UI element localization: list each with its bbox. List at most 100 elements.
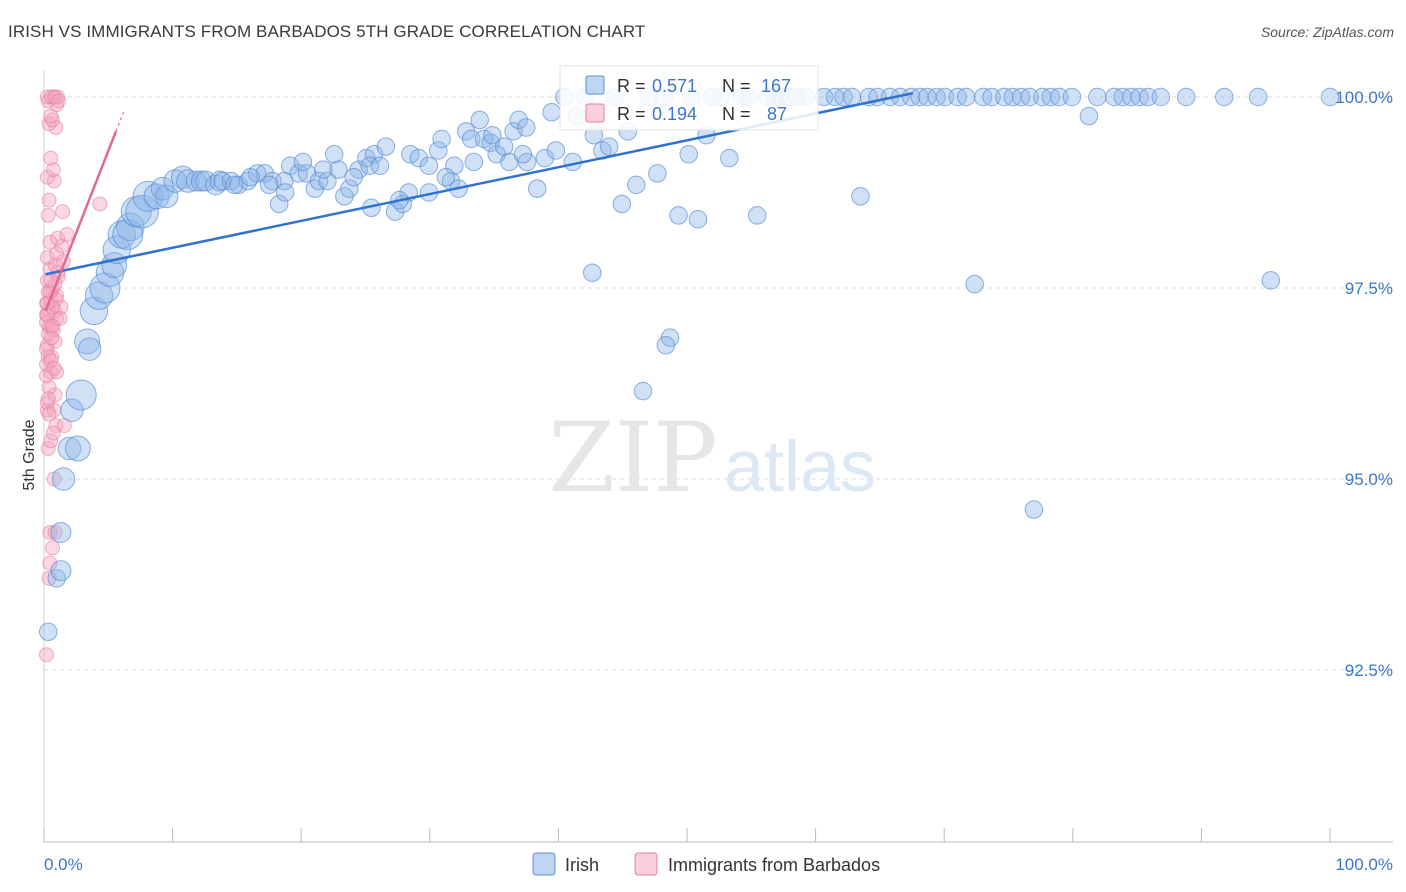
barbados-point	[46, 360, 62, 376]
barbados-point	[39, 249, 55, 265]
watermark-zip: ZIP	[548, 402, 717, 514]
irish-point	[535, 148, 555, 168]
x-axis-ticks	[43, 828, 1331, 842]
y-tick-label: 97.5%	[1345, 279, 1393, 298]
barbados-point	[42, 234, 58, 250]
irish-point	[79, 296, 109, 326]
irish-point	[150, 176, 175, 201]
barbados-trend-extension	[115, 112, 125, 132]
source-label: Source: ZipAtlas.com	[1260, 24, 1394, 40]
chart-title: IRISH VS IMMIGRANTS FROM BARBADOS 5TH GR…	[8, 22, 646, 41]
irish-point	[464, 152, 484, 172]
irish-point	[125, 194, 159, 229]
y-tick-label: 100.0%	[1335, 88, 1393, 107]
irish-point	[344, 167, 363, 187]
legend-swatch-barbados	[585, 103, 605, 123]
irish-point	[229, 175, 248, 195]
irish-point	[910, 87, 929, 107]
irish-point	[656, 336, 676, 355]
irish-point	[74, 328, 101, 355]
y-axis-tick-labels: 92.5% 95.0% 97.5% 100.0%	[1335, 88, 1393, 680]
irish-point	[275, 183, 295, 202]
barbados-point	[42, 555, 58, 571]
irish-point	[1050, 87, 1069, 107]
irish-point	[370, 156, 390, 176]
irish-point	[385, 202, 405, 221]
irish-point	[1020, 87, 1039, 107]
irish-point	[419, 156, 439, 176]
irish-point	[842, 87, 862, 107]
irish-point	[965, 274, 984, 294]
irish-point	[483, 125, 502, 145]
irish-point	[1320, 87, 1340, 107]
irish-point	[329, 160, 348, 179]
barbados-point	[41, 570, 57, 586]
barbados-point	[92, 196, 108, 212]
x-tick-label-min: 0.0%	[44, 855, 83, 874]
y-tick-label: 95.0%	[1345, 470, 1393, 489]
irish-point	[436, 167, 456, 187]
irish-point	[409, 148, 429, 168]
bottom-legend-label-barbados: Immigrants from Barbados	[668, 855, 880, 875]
irish-point	[269, 194, 289, 214]
legend-r-value-irish: 0.571	[652, 76, 697, 96]
irish-point	[51, 467, 76, 491]
legend-r-value-barbados: 0.194	[652, 104, 697, 124]
irish-point	[1214, 87, 1234, 107]
legend-n-label-irish: N =	[722, 76, 751, 96]
irish-point	[688, 209, 708, 229]
barbados-point	[44, 540, 60, 556]
irish-point	[65, 379, 97, 411]
irish-point	[360, 156, 379, 176]
legend-n-value-barbados: 87	[767, 104, 787, 124]
irish-point	[679, 145, 698, 164]
barbados-point	[45, 162, 61, 178]
irish-point	[318, 171, 337, 191]
irish-point	[64, 435, 91, 462]
barbados-point	[39, 89, 55, 105]
barbados-point	[49, 246, 65, 262]
irish-point	[1261, 271, 1281, 290]
irish-point	[1079, 106, 1099, 126]
irish-point	[546, 141, 566, 160]
irish-point	[982, 87, 1001, 107]
barbados-trend-line	[44, 130, 118, 312]
watermark: ZIP atlas	[548, 402, 876, 514]
barbados-point	[55, 204, 71, 220]
irish-point	[1176, 87, 1196, 107]
irish-point	[648, 164, 667, 183]
irish-point	[340, 179, 359, 198]
irish-point	[462, 129, 481, 149]
barbados-point	[50, 93, 66, 109]
irish-point	[851, 187, 870, 206]
irish-point	[255, 164, 275, 183]
irish-point	[259, 175, 279, 195]
irish-point	[956, 87, 976, 107]
barbados-point	[59, 227, 75, 243]
irish-series-points	[38, 87, 1340, 642]
irish-point	[747, 206, 767, 225]
barbados-point	[40, 207, 56, 223]
irish-point	[364, 145, 384, 164]
irish-point	[542, 103, 561, 122]
irish-point	[470, 110, 489, 130]
irish-point	[720, 148, 739, 168]
bottom-legend-label-irish: Irish	[565, 855, 599, 875]
irish-point	[102, 235, 132, 265]
irish-point	[1088, 87, 1107, 107]
irish-point	[154, 184, 179, 209]
barbados-point	[40, 391, 56, 407]
barbados-point	[42, 524, 58, 540]
y-tick-label: 92.5%	[1345, 661, 1393, 680]
bottom-legend-swatch-barbados	[634, 852, 658, 876]
irish-point	[50, 560, 72, 582]
irish-point	[1062, 87, 1082, 107]
irish-point	[509, 110, 528, 130]
irish-point	[1248, 87, 1268, 107]
irish-point	[1138, 87, 1158, 107]
correlation-legend: R = 0.571 N = 167 R = 0.194 N = 87	[559, 65, 819, 131]
barbados-point	[43, 150, 59, 166]
irish-point	[57, 436, 82, 461]
irish-point	[432, 129, 451, 149]
